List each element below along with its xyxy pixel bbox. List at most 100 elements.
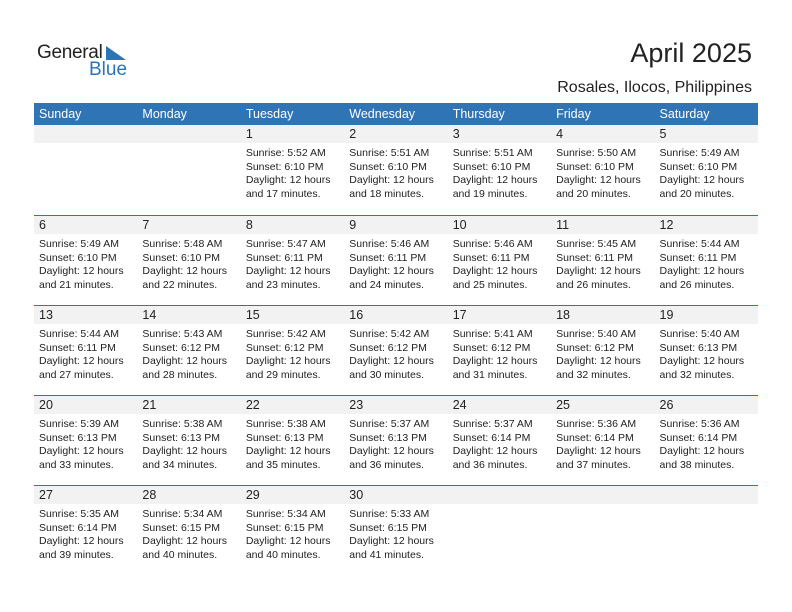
daylight2-text: and 38 minutes. <box>659 458 735 471</box>
day-number: 9 <box>349 218 357 232</box>
sunrise-text: Sunrise: 5:46 AM <box>452 238 533 250</box>
day-number-band <box>34 486 758 504</box>
weekday-header: Sunday Monday Tuesday Wednesday Thursday Frid… <box>34 103 758 125</box>
daylight2-text: and 41 minutes. <box>349 548 424 561</box>
sunset-text: Sunset: 6:10 PM <box>245 160 324 173</box>
week-row: 13 Sunrise: 5:44 AM Sunset: 6:11 PM Dayligh… <box>34 305 758 395</box>
day-number-band <box>34 125 758 143</box>
sunrise-text: Sunrise: 5:44 AM <box>39 328 119 340</box>
daylight1-text: Daylight: 12 hours <box>659 355 745 367</box>
daylight1-text: Daylight: 12 hours <box>39 445 124 457</box>
sunset-text: Sunset: 6:13 PM <box>659 341 738 354</box>
daylight2-text: and 19 minutes. <box>452 187 528 200</box>
day-cell: 18 Sunrise: 5:40 AM Sunset: 6:12 PM Dayligh… <box>551 306 654 382</box>
sunrise-text: Sunrise: 5:38 AM <box>142 418 223 430</box>
sunset-text: Sunset: 6:11 PM <box>245 251 323 264</box>
daylight2-text: and 24 minutes. <box>349 278 424 291</box>
week-row: 6 Sunrise: 5:49 AM Sunset: 6:10 PM Daylight… <box>34 215 758 305</box>
day-cell: 6 Sunrise: 5:49 AM Sunset: 6:10 PM Daylight… <box>34 216 137 292</box>
sunrise-text: Sunrise: 5:51 AM <box>349 147 430 159</box>
day-number: 20 <box>39 398 53 412</box>
logo: General Blue <box>37 42 137 82</box>
sunrise-text: Sunrise: 5:48 AM <box>142 238 223 250</box>
daylight2-text: and 17 minutes. <box>245 187 321 200</box>
weekday-monday: Monday <box>142 107 187 121</box>
sunrise-text: Sunrise: 5:44 AM <box>659 238 740 250</box>
daylight1-text: Daylight: 12 hours <box>452 265 538 277</box>
sunset-text: Sunset: 6:10 PM <box>659 160 738 173</box>
sunset-text: Sunset: 6:14 PM <box>556 431 634 444</box>
daylight1-text: Daylight: 12 hours <box>349 265 434 277</box>
day-number: 3 <box>452 127 460 141</box>
weekday-sunday: Sunday <box>39 107 82 121</box>
sunset-text: Sunset: 6:13 PM <box>142 431 221 444</box>
day-number: 6 <box>39 218 46 232</box>
day-number: 22 <box>245 398 260 412</box>
daylight2-text: and 33 minutes. <box>39 458 114 471</box>
day-number: 18 <box>556 308 571 322</box>
daylight1-text: Daylight: 12 hours <box>349 535 434 547</box>
sunset-text: Sunset: 6:15 PM <box>142 521 221 534</box>
daylight1-text: Daylight: 12 hours <box>659 174 745 186</box>
daylight2-text: and 29 minutes. <box>245 368 321 381</box>
empty-cell <box>655 486 758 562</box>
page-title: April 2025 <box>630 38 752 68</box>
sunrise-text: Sunrise: 5:35 AM <box>39 508 119 520</box>
sunrise-text: Sunrise: 5:50 AM <box>556 147 637 159</box>
day-cell: 12 Sunrise: 5:44 AM Sunset: 6:11 PM Dayligh… <box>655 216 758 292</box>
sunset-text: Sunset: 6:13 PM <box>245 431 324 444</box>
day-number: 7 <box>142 218 150 232</box>
day-cell: 14 Sunrise: 5:43 AM Sunset: 6:12 PM Dayligh… <box>137 306 240 382</box>
daylight2-text: and 36 minutes. <box>452 458 528 471</box>
sunrise-text: Sunrise: 5:37 AM <box>452 418 533 430</box>
day-number: 8 <box>245 218 253 232</box>
sunrise-text: Sunrise: 5:43 AM <box>142 328 223 340</box>
daylight2-text: and 32 minutes. <box>556 368 631 381</box>
day-number: 26 <box>659 398 674 412</box>
day-cell: 19 Sunrise: 5:40 AM Sunset: 6:13 PM Dayligh… <box>655 306 758 382</box>
sunrise-text: Sunrise: 5:39 AM <box>39 418 119 430</box>
sunset-text: Sunset: 6:11 PM <box>659 251 737 264</box>
sunset-text: Sunset: 6:10 PM <box>349 160 427 173</box>
daylight2-text: and 21 minutes. <box>39 278 114 291</box>
day-number: 17 <box>452 308 467 322</box>
weekday-saturday: Saturday <box>659 107 710 121</box>
sunrise-text: Sunrise: 5:49 AM <box>39 238 119 250</box>
daylight2-text: and 23 minutes. <box>245 278 321 291</box>
sunrise-text: Sunrise: 5:41 AM <box>452 328 533 340</box>
day-number: 19 <box>659 308 674 322</box>
sunset-text: Sunset: 6:11 PM <box>452 251 530 264</box>
daylight2-text: and 35 minutes. <box>245 458 321 471</box>
sunrise-text: Sunrise: 5:34 AM <box>245 508 326 520</box>
sunrise-text: Sunrise: 5:40 AM <box>556 328 637 340</box>
week-row: 27 Sunrise: 5:35 AM Sunset: 6:14 PM Dayligh… <box>34 485 758 575</box>
sunset-text: Sunset: 6:11 PM <box>349 251 427 264</box>
day-number: 25 <box>556 398 571 412</box>
day-number: 13 <box>39 308 53 322</box>
weekday-tuesday: Tuesday <box>245 107 294 121</box>
daylight2-text: and 31 minutes. <box>452 368 528 381</box>
daylight1-text: Daylight: 12 hours <box>142 355 228 367</box>
day-cell: 27 Sunrise: 5:35 AM Sunset: 6:14 PM Dayligh… <box>34 486 137 562</box>
day-number: 27 <box>39 488 53 502</box>
day-cell: 4 Sunrise: 5:50 AM Sunset: 6:10 PM Daylight… <box>551 125 654 201</box>
daylight1-text: Daylight: 12 hours <box>39 355 124 367</box>
daylight2-text: and 30 minutes. <box>349 368 424 381</box>
day-cell: 21 Sunrise: 5:38 AM Sunset: 6:13 PM Dayligh… <box>137 396 240 472</box>
daylight2-text: and 20 minutes. <box>556 187 631 200</box>
daylight2-text: and 25 minutes. <box>452 278 528 291</box>
day-number: 5 <box>659 127 667 141</box>
daylight2-text: and 32 minutes. <box>659 368 735 381</box>
day-number-band <box>34 396 758 414</box>
day-cell: 23 Sunrise: 5:37 AM Sunset: 6:13 PM Dayligh… <box>344 396 447 472</box>
sunrise-text: Sunrise: 5:36 AM <box>556 418 637 430</box>
day-cell: 16 Sunrise: 5:42 AM Sunset: 6:12 PM Dayligh… <box>344 306 447 382</box>
daylight1-text: Daylight: 12 hours <box>245 355 331 367</box>
day-cell: 1 Sunrise: 5:52 AM Sunset: 6:10 PM Daylight… <box>241 125 344 201</box>
sunset-text: Sunset: 6:12 PM <box>245 341 324 354</box>
daylight1-text: Daylight: 12 hours <box>659 445 745 457</box>
day-number: 29 <box>245 488 260 502</box>
location: Rosales, Ilocos, Philippines <box>557 79 752 96</box>
sunrise-text: Sunrise: 5:36 AM <box>659 418 740 430</box>
